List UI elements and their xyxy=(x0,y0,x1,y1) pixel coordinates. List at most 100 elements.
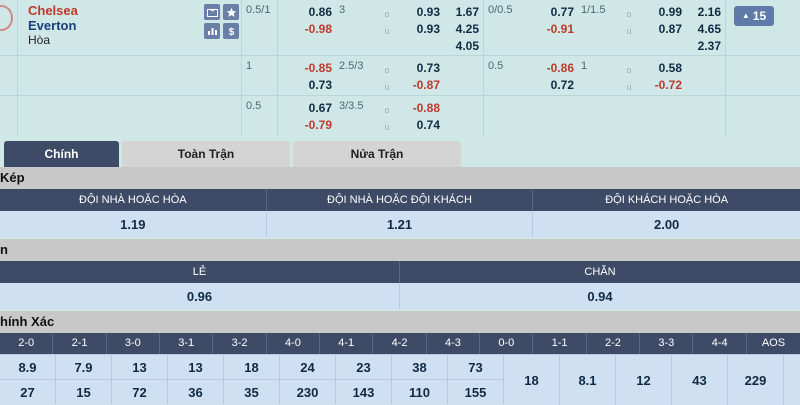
handicap-line[interactable]: 0.5/1 xyxy=(242,0,278,55)
over-odds-secondary[interactable]: 0.99 xyxy=(658,5,682,19)
score-odds-cell[interactable]: 12 xyxy=(784,354,800,405)
live-minute-badge[interactable]: ▲ 15 xyxy=(733,6,775,26)
home-win-odds[interactable]: 1.67 xyxy=(455,5,479,19)
overunder-line[interactable]: 2.5/3 xyxy=(339,60,364,72)
handicap-odds-cell[interactable]: -0.85 0.73 xyxy=(278,56,336,95)
handicap-home-odds-secondary[interactable]: 0.77 xyxy=(550,5,574,19)
tab-chinh[interactable]: Chính xyxy=(4,141,119,167)
score-odds-cell[interactable]: 8.1 xyxy=(560,354,616,405)
handicap-away-odds-secondary[interactable]: 0.72 xyxy=(550,78,574,92)
overunder-odds-cell-secondary[interactable]: 0.58 -0.72 xyxy=(640,56,686,95)
odd-even-odds-row: 0.96 0.94 xyxy=(0,283,800,309)
overunder-odds-cell[interactable]: 0.93 0.93 xyxy=(398,0,444,55)
handicap-odds-cell-secondary[interactable]: 0.77 -0.91 xyxy=(520,0,578,55)
odds-cell[interactable]: 0.94 xyxy=(587,288,613,304)
over-odds-secondary[interactable]: 0.58 xyxy=(658,61,682,75)
overunder-line-secondary[interactable]: 1 xyxy=(581,60,588,72)
stats-icon[interactable] xyxy=(204,23,220,39)
overunder-odds-cell[interactable]: -0.88 0.74 xyxy=(398,96,444,136)
handicap-away-odds[interactable]: 0.73 xyxy=(308,78,332,92)
score-odds-cell[interactable]: 7.9 xyxy=(56,354,112,379)
section-odd-even: n LẺ CHẴN 0.96 0.94 xyxy=(0,239,800,309)
score-odds-cell[interactable]: 230 xyxy=(280,379,336,404)
match-teams-cell xyxy=(18,56,200,95)
odds-cell[interactable]: 0.96 xyxy=(0,283,400,309)
handicap-line-secondary[interactable]: 0.5 xyxy=(488,60,504,72)
up-arrow-icon: ▲ xyxy=(741,11,750,20)
correct-score-header-row: 2-0 2-1 3-0 3-1 3-2 4-0 4-1 4-2 4-3 0-0 … xyxy=(0,333,800,354)
score-odds-cell[interactable]: 143 xyxy=(336,379,392,404)
handicap-away-odds-secondary[interactable]: -0.91 xyxy=(546,22,574,36)
score-odds-cell[interactable]: 23 xyxy=(336,354,392,379)
onextwo-odds-cell-secondary[interactable]: 2.16 4.65 2.37 xyxy=(686,0,726,55)
away-win-odds[interactable]: 4.05 xyxy=(455,39,479,53)
match-icons-cell: $ xyxy=(200,0,242,55)
handicap-away-odds[interactable]: -0.79 xyxy=(304,118,332,132)
score-odds-cell[interactable]: 73 xyxy=(448,354,504,379)
live-minute-value: 15 xyxy=(752,9,767,23)
score-odds-cell[interactable]: 15 xyxy=(56,379,112,404)
column-header: 3-2 xyxy=(213,333,267,354)
odds-cell[interactable]: 2.00 xyxy=(653,216,680,232)
score-odds-cell[interactable]: 36 xyxy=(168,379,224,404)
away-win-odds-secondary[interactable]: 2.37 xyxy=(697,39,721,53)
score-odds-cell[interactable]: 43 xyxy=(672,354,728,405)
match-time-cell xyxy=(0,0,18,55)
away-team-name[interactable]: Everton xyxy=(28,18,77,33)
handicap-home-odds[interactable]: -0.85 xyxy=(304,61,332,75)
score-odds-cell[interactable]: 229 xyxy=(728,354,784,405)
overunder-line[interactable]: 3 xyxy=(339,4,346,16)
handicap-odds-cell[interactable]: 0.67 -0.79 xyxy=(278,96,336,136)
cashout-icon[interactable]: $ xyxy=(223,23,239,39)
home-team-name[interactable]: Chelsea xyxy=(28,3,78,18)
double-chance-header-row: ĐỘI NHÀ HOẶC HÒA ĐỘI NHÀ HOẶC ĐỘI KHÁCH … xyxy=(0,189,800,211)
star-icon[interactable] xyxy=(223,4,239,20)
over-odds[interactable]: 0.73 xyxy=(416,61,440,75)
home-win-odds-secondary[interactable]: 2.16 xyxy=(697,5,721,19)
score-odds-cell[interactable]: 18 xyxy=(504,354,560,405)
score-odds-cell[interactable]: 24 xyxy=(280,354,336,379)
score-odds-cell[interactable]: 155 xyxy=(448,379,504,404)
odds-row: 0.5 0.67 -0.79 3/3.5 o u -0.88 0.74 xyxy=(0,96,800,136)
handicap-away-odds[interactable]: -0.98 xyxy=(304,22,332,36)
overunder-line[interactable]: 3/3.5 xyxy=(339,100,364,112)
draw-odds[interactable]: 4.25 xyxy=(455,22,479,36)
score-odds-cell[interactable]: 27 xyxy=(0,379,56,404)
score-odds-cell[interactable]: 13 xyxy=(112,354,168,379)
score-odds-cell[interactable]: 13 xyxy=(168,354,224,379)
odds-cell[interactable]: 1.19 xyxy=(0,211,267,237)
handicap-odds-cell-secondary[interactable]: -0.86 0.72 xyxy=(520,56,578,95)
overunder-line-secondary[interactable]: 1/1.5 xyxy=(581,4,606,16)
section-title-double-chance: Kép xyxy=(0,167,800,189)
draw-odds-secondary[interactable]: 4.65 xyxy=(697,22,721,36)
under-odds-secondary[interactable]: 0.87 xyxy=(658,22,682,36)
score-odds-cell[interactable]: 18 xyxy=(224,354,280,379)
handicap-odds-cell[interactable]: 0.86 -0.98 xyxy=(278,0,336,55)
handicap-line-secondary[interactable]: 0/0.5 xyxy=(488,4,513,16)
match-teams-cell: Chelsea Everton Hòa xyxy=(18,0,200,55)
handicap-home-odds[interactable]: 0.67 xyxy=(308,101,332,115)
tv-icon[interactable] xyxy=(204,4,220,20)
under-odds[interactable]: 0.93 xyxy=(416,22,440,36)
under-odds[interactable]: -0.87 xyxy=(412,78,440,92)
handicap-line[interactable]: 0.5 xyxy=(242,96,278,136)
over-odds[interactable]: -0.88 xyxy=(412,101,440,115)
score-odds-cell[interactable]: 38 xyxy=(392,354,448,379)
over-odds[interactable]: 0.93 xyxy=(416,5,440,19)
under-odds-secondary[interactable]: -0.72 xyxy=(654,78,682,92)
score-odds-cell[interactable]: 8.9 xyxy=(0,354,56,379)
tab-toan-tran[interactable]: Toàn Trận xyxy=(122,141,290,167)
overunder-odds-cell-secondary[interactable]: 0.99 0.87 xyxy=(640,0,686,55)
onextwo-odds-cell[interactable]: 1.67 4.25 4.05 xyxy=(444,0,484,55)
tab-nua-tran[interactable]: Nửa Trận xyxy=(293,141,461,167)
score-odds-cell[interactable]: 72 xyxy=(112,379,168,404)
score-odds-cell[interactable]: 35 xyxy=(224,379,280,404)
handicap-line[interactable]: 1 xyxy=(242,56,278,95)
score-odds-cell[interactable]: 12 xyxy=(616,354,672,405)
handicap-home-odds-secondary[interactable]: -0.86 xyxy=(546,61,574,75)
odds-cell[interactable]: 1.21 xyxy=(267,211,534,237)
handicap-home-odds[interactable]: 0.86 xyxy=(308,5,332,19)
under-odds[interactable]: 0.74 xyxy=(416,118,440,132)
overunder-odds-cell[interactable]: 0.73 -0.87 xyxy=(398,56,444,95)
score-odds-cell[interactable]: 110 xyxy=(392,379,448,404)
